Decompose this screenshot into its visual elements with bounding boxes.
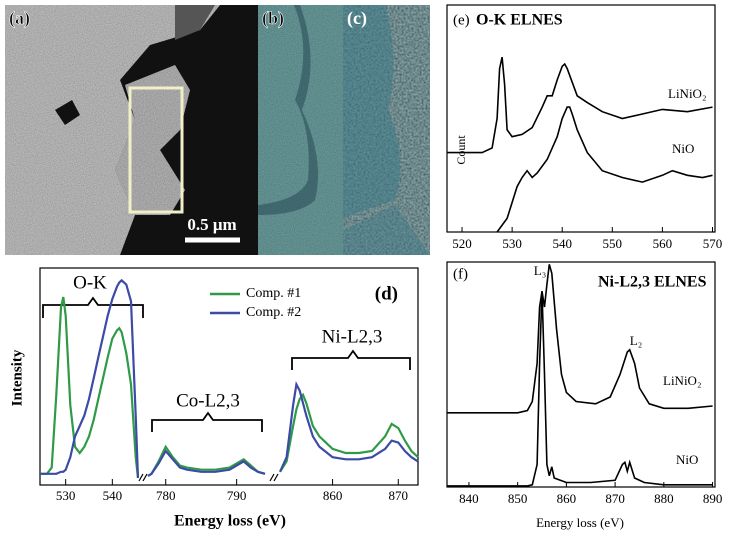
edge-label: Ni-L2,3 xyxy=(322,326,383,347)
series-label: NiO xyxy=(672,141,694,156)
spectrum-line xyxy=(40,280,138,478)
figure: 0.5 μm (a) (b) (c) 530 540 O-K 780 790 Co-L2,… xyxy=(0,0,733,533)
axis-break xyxy=(139,474,278,481)
series-label: LiNiO₂ xyxy=(663,373,701,388)
brace xyxy=(43,298,410,432)
spectrum-line xyxy=(447,291,713,486)
x-tick-label: 530 xyxy=(502,236,522,251)
x-tick-label: 570 xyxy=(703,236,723,251)
x-tick-label: 880 xyxy=(654,491,674,506)
x-tick-label: 560 xyxy=(653,236,673,251)
x-tick-label: 780 xyxy=(156,488,176,503)
spectrum-line xyxy=(497,107,712,232)
panel-title: Ni-L2,3 ELNES xyxy=(598,274,707,291)
series-label: LiNiO₂ xyxy=(668,86,706,101)
x-axis-label: Energy loss (eV) xyxy=(174,513,286,530)
plot-frame xyxy=(447,5,715,232)
x-tick-label: 850 xyxy=(508,491,528,506)
spectrum-line xyxy=(148,451,265,476)
legend-label: Comp. #2 xyxy=(246,305,301,320)
x-tick-label: 860 xyxy=(323,488,343,503)
x-tick-label: 860 xyxy=(557,491,577,506)
panel-label: (f) xyxy=(453,266,468,282)
x-tick-label: 540 xyxy=(552,236,572,251)
x-tick-label: 840 xyxy=(459,491,479,506)
x-tick-label: 520 xyxy=(452,236,472,251)
scale-label: 0.5 μm xyxy=(187,215,236,234)
y-axis-label: Count xyxy=(454,135,468,165)
image-c: (c) xyxy=(343,5,430,255)
peak-label: L₂ xyxy=(630,333,642,348)
edge-label: Co-L2,3 xyxy=(176,390,240,411)
x-tick-label: 550 xyxy=(603,236,623,251)
panel-title: O-K ELNES xyxy=(476,12,563,29)
map-background xyxy=(258,5,343,255)
x-tick-label: 870 xyxy=(605,491,625,506)
x-tick-label: 870 xyxy=(389,488,409,503)
spectrum-line xyxy=(40,297,138,478)
spectrum-line xyxy=(447,57,713,152)
panel-label: (c) xyxy=(347,8,367,29)
panel-label: (a) xyxy=(9,8,30,29)
image-b: (b) xyxy=(258,5,343,255)
panel-label: (b) xyxy=(262,8,284,29)
peak-label: L₃ xyxy=(534,263,546,278)
x-tick-label: 540 xyxy=(103,488,123,503)
image-a: 0.5 μm (a) xyxy=(5,5,258,255)
legend-label: Comp. #1 xyxy=(246,286,301,301)
x-tick-label: 530 xyxy=(56,488,76,503)
panel-label: (e) xyxy=(453,12,470,28)
x-axis-label: Energy loss (eV) xyxy=(536,515,624,530)
edge-label: O-K xyxy=(73,272,107,293)
series-label: NiO xyxy=(676,452,698,467)
x-tick-label: 790 xyxy=(227,488,247,503)
y-axis-label: Intensity xyxy=(9,349,25,406)
x-tick-label: 890 xyxy=(703,491,723,506)
panel-label: (d) xyxy=(375,283,398,304)
